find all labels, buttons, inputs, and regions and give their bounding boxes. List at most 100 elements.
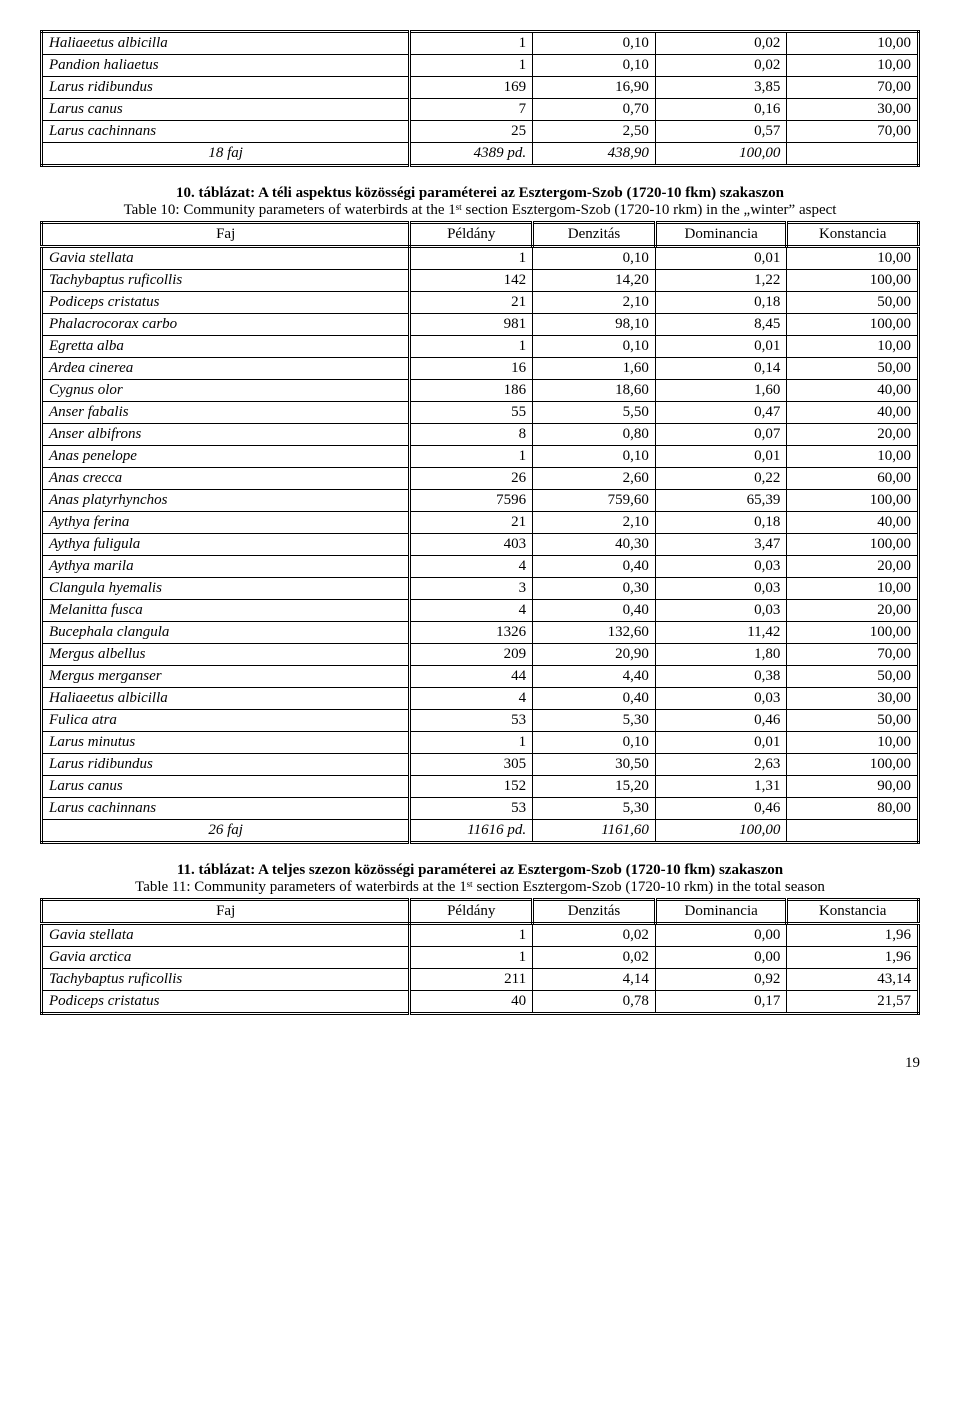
value-cell: 0,03 [655, 556, 787, 578]
species-cell: Fulica atra [42, 710, 410, 732]
value-cell: 65,39 [655, 490, 787, 512]
caption-table-11: 11. táblázat: A teljes szezon közösségi … [40, 862, 920, 896]
value-cell: 20,90 [533, 644, 656, 666]
value-cell: 1 [410, 924, 533, 947]
species-cell: Aythya marila [42, 556, 410, 578]
value-cell: 0,10 [533, 55, 656, 77]
summary-cell: 438,90 [533, 143, 656, 166]
value-cell: 3 [410, 578, 533, 600]
value-cell: 0,18 [655, 512, 787, 534]
value-cell: 1326 [410, 622, 533, 644]
value-cell: 4,14 [533, 969, 656, 991]
species-cell: Tachybaptus ruficollis [42, 969, 410, 991]
value-cell: 186 [410, 380, 533, 402]
caption-10-plain: Table 10: Community parameters of waterb… [124, 202, 837, 218]
value-cell: 100,00 [787, 534, 919, 556]
value-cell: 0,02 [533, 924, 656, 947]
value-cell: 4 [410, 600, 533, 622]
value-cell: 20,00 [787, 556, 919, 578]
value-cell: 20,00 [787, 424, 919, 446]
value-cell: 10,00 [787, 336, 919, 358]
value-cell: 0,02 [533, 947, 656, 969]
col-faj: Faj [42, 900, 410, 924]
col-peldany: Példány [410, 223, 533, 247]
col-konstancia: Konstancia [787, 900, 919, 924]
species-cell: Gavia stellata [42, 924, 410, 947]
value-cell: 0,10 [533, 446, 656, 468]
col-dominancia: Dominancia [655, 900, 787, 924]
value-cell: 90,00 [787, 776, 919, 798]
table-row: Gavia stellata10,020,001,96 [42, 924, 919, 947]
caption-table-10: 10. táblázat: A téli aspektus közösségi … [40, 185, 920, 219]
table-row: Phalacrocorax carbo98198,108,45100,00 [42, 314, 919, 336]
value-cell: 2,10 [533, 292, 656, 314]
value-cell: 10,00 [787, 32, 919, 55]
value-cell: 0,03 [655, 578, 787, 600]
value-cell: 0,10 [533, 32, 656, 55]
value-cell: 8 [410, 424, 533, 446]
species-cell: Anser albifrons [42, 424, 410, 446]
table-row: Anser fabalis555,500,4740,00 [42, 402, 919, 424]
species-cell: Aythya fuligula [42, 534, 410, 556]
value-cell: 16,90 [533, 77, 656, 99]
value-cell: 1 [410, 446, 533, 468]
value-cell: 53 [410, 710, 533, 732]
value-cell: 44 [410, 666, 533, 688]
value-cell: 50,00 [787, 292, 919, 314]
value-cell: 14,20 [533, 270, 656, 292]
table-11: Faj Példány Denzitás Dominancia Konstanc… [40, 898, 920, 1015]
value-cell: 1 [410, 947, 533, 969]
species-cell: Gavia arctica [42, 947, 410, 969]
species-cell: Larus cachinnans [42, 798, 410, 820]
value-cell: 0,40 [533, 600, 656, 622]
value-cell: 5,50 [533, 402, 656, 424]
table-row: Aythya marila40,400,0320,00 [42, 556, 919, 578]
value-cell: 759,60 [533, 490, 656, 512]
value-cell: 40,00 [787, 512, 919, 534]
table-row: Clangula hyemalis30,300,0310,00 [42, 578, 919, 600]
value-cell: 142 [410, 270, 533, 292]
table-row: Larus minutus10,100,0110,00 [42, 732, 919, 754]
table-row: Larus ridibundus30530,502,63100,00 [42, 754, 919, 776]
value-cell: 2,60 [533, 468, 656, 490]
value-cell: 1 [410, 32, 533, 55]
value-cell: 0,80 [533, 424, 656, 446]
table-row: Ardea cinerea161,600,1450,00 [42, 358, 919, 380]
summary-cell: 18 faj [42, 143, 410, 166]
table-row: Tachybaptus ruficollis2114,140,9243,14 [42, 969, 919, 991]
table-row: Pandion haliaetus10,100,0210,00 [42, 55, 919, 77]
value-cell: 0,01 [655, 732, 787, 754]
value-cell: 18,60 [533, 380, 656, 402]
value-cell: 0,02 [655, 55, 787, 77]
value-cell: 1,96 [787, 947, 919, 969]
value-cell: 70,00 [787, 77, 919, 99]
value-cell: 70,00 [787, 121, 919, 143]
summary-cell: 4389 pd. [410, 143, 533, 166]
table-row: Cygnus olor18618,601,6040,00 [42, 380, 919, 402]
value-cell: 5,30 [533, 710, 656, 732]
table-row: Tachybaptus ruficollis14214,201,22100,00 [42, 270, 919, 292]
value-cell: 30,50 [533, 754, 656, 776]
value-cell: 305 [410, 754, 533, 776]
species-cell: Cygnus olor [42, 380, 410, 402]
value-cell: 0,01 [655, 336, 787, 358]
value-cell: 0,16 [655, 99, 787, 121]
value-cell: 0,03 [655, 688, 787, 710]
species-cell: Anas penelope [42, 446, 410, 468]
species-cell: Podiceps cristatus [42, 991, 410, 1014]
species-cell: Phalacrocorax carbo [42, 314, 410, 336]
value-cell: 0,10 [533, 247, 656, 270]
value-cell: 3,85 [655, 77, 787, 99]
table-row: Haliaeetus albicilla40,400,0330,00 [42, 688, 919, 710]
value-cell: 1 [410, 55, 533, 77]
table-row: Aythya fuligula40340,303,47100,00 [42, 534, 919, 556]
summary-cell: 11616 pd. [410, 820, 533, 843]
value-cell: 10,00 [787, 55, 919, 77]
value-cell: 0,22 [655, 468, 787, 490]
value-cell: 403 [410, 534, 533, 556]
table-10: Faj Példány Denzitás Dominancia Konstanc… [40, 221, 920, 844]
col-dominancia: Dominancia [655, 223, 787, 247]
summary-cell [787, 820, 919, 843]
table-row: Anser albifrons80,800,0720,00 [42, 424, 919, 446]
value-cell: 8,45 [655, 314, 787, 336]
